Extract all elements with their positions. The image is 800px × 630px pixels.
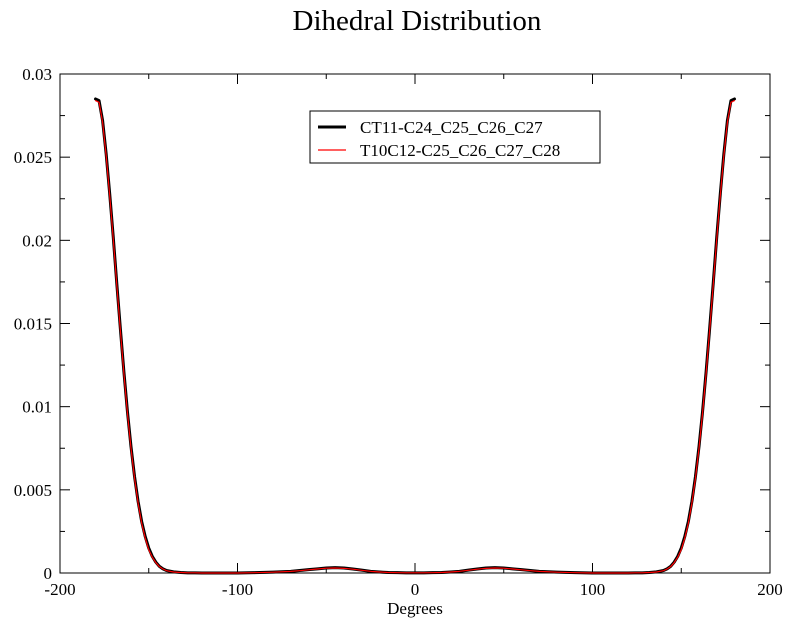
x-tick-label: 100	[580, 580, 606, 599]
y-tick-label: 0.01	[22, 398, 52, 417]
y-tick-label: 0.015	[14, 315, 52, 334]
y-axis: 0 0.005 0.01 0.015 0.02 0.025 0.03	[14, 65, 770, 583]
x-tick-label: 0	[411, 580, 420, 599]
x-tick-label: -200	[44, 580, 75, 599]
legend-box	[309, 110, 601, 164]
legend-label-1: CT11-C24_C25_C26_C27	[360, 118, 543, 137]
x-axis-label: Degrees	[387, 599, 443, 618]
legend-label-2: T10C12-C25_C26_C27_C28	[360, 141, 560, 160]
x-axis: -200 -100 0 100 200	[44, 74, 783, 599]
y-tick-label: 0.005	[14, 481, 52, 500]
y-tick-label: 0.03	[22, 65, 52, 84]
series-line-1	[94, 97, 736, 575]
series-line-2	[94, 100, 736, 574]
series-group	[94, 97, 736, 575]
x-tick-label: 200	[757, 580, 783, 599]
legend: CT11-C24_C25_C26_C27 T10C12-C25_C26_C27_C…	[309, 110, 601, 164]
y-tick-label: 0.02	[22, 231, 52, 250]
y-tick-label: 0.025	[14, 148, 52, 167]
x-tick-label: -100	[222, 580, 253, 599]
chart-title: Dihedral Distribution	[293, 5, 542, 37]
y-tick-label: 0	[44, 564, 53, 583]
